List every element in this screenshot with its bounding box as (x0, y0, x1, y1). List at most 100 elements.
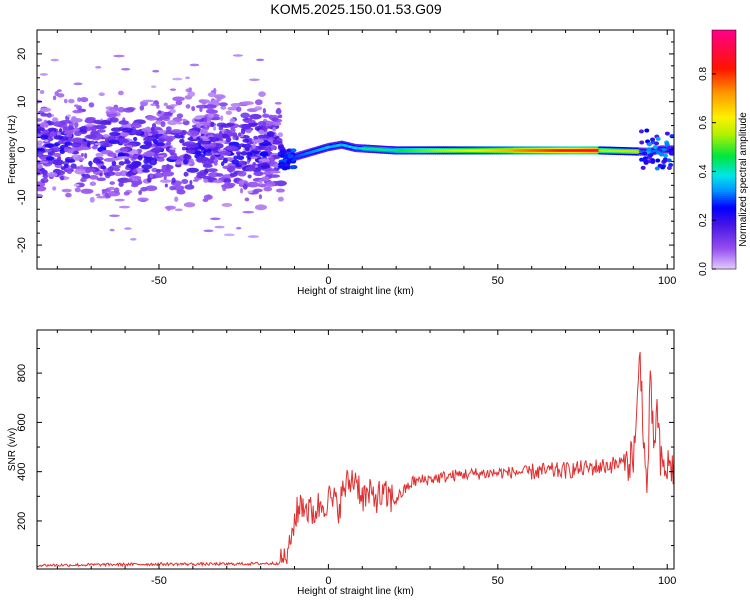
spectrogram-cell (113, 187, 120, 194)
spectrogram-cell (262, 107, 267, 114)
spectrogram-cell (203, 178, 209, 183)
spectrogram-cell (150, 85, 157, 89)
spectrogram-cell (210, 121, 215, 128)
colorbar-segment (712, 151, 736, 155)
spectrogram-cell (261, 164, 271, 169)
spectrogram-cell (114, 198, 125, 202)
spectrogram-cell (654, 141, 660, 146)
spectrogram-cell (169, 185, 176, 191)
spectrogram-cell (137, 178, 142, 184)
colorbar-segment (712, 155, 736, 159)
spectrogram-cell (203, 229, 214, 233)
spectrogram-cell (37, 151, 44, 158)
colorbar-segment (712, 255, 736, 258)
spectrogram-cell (119, 147, 130, 152)
spectrogram-cell (241, 143, 253, 149)
spectrogram-cell (74, 168, 87, 175)
spectrogram-cell (157, 154, 165, 158)
spectrogram-cell (121, 127, 134, 133)
spectrogram-cell (165, 141, 172, 146)
spectrogram-cell (70, 146, 84, 152)
spectrogram-cell (664, 142, 670, 147)
spectrogram-cell (265, 146, 270, 152)
colorbar-segment (712, 69, 736, 73)
colorbar-label: Normalized spectral amplitude (738, 112, 749, 247)
spectrogram-cell (57, 155, 62, 162)
colorbar-segment (712, 267, 736, 270)
colorbar-segment (712, 85, 736, 89)
spectrogram-cell (647, 142, 653, 147)
spectrogram-cell (121, 67, 131, 71)
spectrogram-cell (88, 102, 95, 108)
spectrogram-cell (61, 188, 72, 193)
spectrogram-cell (51, 159, 64, 166)
colorbar-segment (712, 153, 736, 157)
colorbar-segment (712, 225, 736, 228)
spectrogram-cell (202, 138, 211, 142)
spectrogram-cell (155, 142, 165, 147)
spectrogram-cell (204, 151, 213, 156)
spectrogram-cell (51, 117, 59, 123)
spectrogram-cell (70, 163, 77, 169)
colorbar-segment (712, 117, 736, 121)
spectrogram-cell (113, 167, 121, 172)
spectrogram-cell (196, 171, 208, 176)
spectrogram-cell (275, 188, 285, 193)
spectrogram-cell (179, 138, 185, 144)
y-tick-label: 20 (16, 48, 28, 60)
spectrogram-cell (238, 160, 245, 166)
spectrogram-cell (59, 175, 65, 181)
spectrogram-cell (84, 152, 88, 159)
spectrogram-cell (172, 96, 185, 102)
colorbar-segment (712, 201, 736, 204)
colorbar-segment (712, 221, 736, 224)
snr-line (37, 351, 674, 568)
spectrogram-cell (137, 154, 143, 161)
spectrogram-cell (210, 217, 221, 221)
x-tick-label: 50 (492, 575, 504, 587)
colorbar-segment (712, 45, 736, 49)
spectrogram-cell (646, 147, 652, 152)
spectrogram-cell (174, 159, 182, 166)
spectrogram-cell (277, 132, 284, 138)
spectrogram-cell (231, 159, 240, 165)
colorbar-segment (712, 213, 736, 216)
spectrogram-cell (155, 168, 161, 174)
spectrogram-cell (213, 179, 223, 184)
colorbar-segment (712, 189, 736, 192)
spectrogram-cell (141, 164, 153, 170)
colorbar-segment (712, 157, 736, 161)
y-axis-label: SNR (v/v) (7, 428, 18, 471)
spectrogram-cell (208, 113, 215, 118)
spectrogram-cell (666, 145, 672, 150)
spectrogram-cell (247, 174, 252, 179)
spectrogram-cell (229, 118, 236, 124)
colorbar-segment (712, 141, 736, 145)
spectrogram-cell (169, 88, 177, 91)
spectrogram-cell (239, 187, 244, 194)
colorbar-segment (712, 261, 736, 264)
spectrogram-cell (639, 140, 645, 145)
spectrogram-cell (59, 148, 66, 155)
spectrogram-cell (37, 118, 43, 122)
colorbar-segment (712, 185, 736, 188)
colorbar-segment (712, 237, 736, 240)
spectrogram-cell (50, 58, 59, 62)
x-tick-label: 0 (325, 575, 331, 587)
spectrogram-cell (222, 185, 227, 192)
colorbar-segment (712, 57, 736, 61)
spectrogram-cell (118, 205, 131, 209)
colorbar-segment (712, 119, 736, 123)
spectrogram-cell (82, 173, 91, 179)
spectrogram-cell (189, 135, 194, 142)
spectrogram-cell (117, 156, 130, 159)
spectrogram-cell (80, 178, 87, 183)
spectrogram-cell (73, 104, 79, 107)
spectrogram-cell (655, 136, 661, 141)
spectrogram-cell (117, 152, 126, 157)
spectrogram-cell (213, 152, 220, 156)
spectrogram-cell (77, 97, 82, 102)
colorbar-segment (712, 97, 736, 101)
colorbar-segment (712, 145, 736, 149)
